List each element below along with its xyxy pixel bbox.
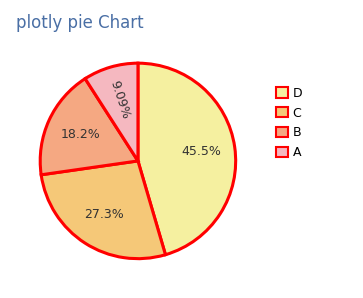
Wedge shape — [40, 79, 138, 175]
Text: 18.2%: 18.2% — [60, 128, 100, 141]
Text: 45.5%: 45.5% — [181, 145, 221, 159]
Legend: D, C, B, A: D, C, B, A — [271, 82, 307, 164]
Text: 27.3%: 27.3% — [84, 208, 123, 221]
Text: plotly pie Chart: plotly pie Chart — [16, 14, 143, 32]
Wedge shape — [138, 63, 236, 255]
Wedge shape — [85, 63, 138, 161]
Text: 9.09%: 9.09% — [108, 79, 132, 121]
Wedge shape — [41, 161, 166, 259]
